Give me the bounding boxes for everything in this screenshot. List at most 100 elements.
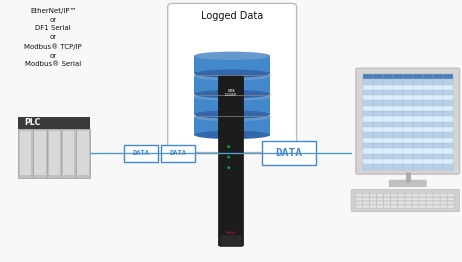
FancyBboxPatch shape bbox=[363, 205, 370, 209]
FancyBboxPatch shape bbox=[194, 56, 270, 74]
FancyBboxPatch shape bbox=[398, 197, 405, 201]
FancyBboxPatch shape bbox=[262, 141, 316, 165]
FancyBboxPatch shape bbox=[440, 197, 447, 201]
Ellipse shape bbox=[194, 113, 270, 121]
FancyBboxPatch shape bbox=[363, 143, 453, 148]
FancyBboxPatch shape bbox=[391, 201, 398, 205]
FancyBboxPatch shape bbox=[447, 193, 454, 197]
Ellipse shape bbox=[194, 69, 270, 78]
FancyBboxPatch shape bbox=[384, 197, 391, 201]
FancyBboxPatch shape bbox=[356, 197, 363, 201]
FancyBboxPatch shape bbox=[194, 97, 270, 114]
FancyBboxPatch shape bbox=[389, 180, 427, 187]
FancyBboxPatch shape bbox=[363, 74, 453, 170]
FancyBboxPatch shape bbox=[49, 131, 60, 175]
FancyBboxPatch shape bbox=[161, 145, 195, 162]
FancyBboxPatch shape bbox=[447, 201, 454, 205]
FancyBboxPatch shape bbox=[194, 117, 270, 135]
FancyBboxPatch shape bbox=[18, 129, 90, 178]
FancyBboxPatch shape bbox=[363, 122, 453, 127]
FancyBboxPatch shape bbox=[194, 76, 270, 94]
FancyBboxPatch shape bbox=[34, 131, 46, 175]
FancyBboxPatch shape bbox=[219, 76, 243, 246]
FancyBboxPatch shape bbox=[363, 90, 453, 95]
FancyBboxPatch shape bbox=[363, 100, 453, 106]
FancyBboxPatch shape bbox=[363, 111, 453, 116]
FancyBboxPatch shape bbox=[351, 189, 460, 212]
FancyBboxPatch shape bbox=[363, 74, 453, 79]
FancyBboxPatch shape bbox=[363, 79, 453, 85]
FancyBboxPatch shape bbox=[363, 85, 453, 90]
FancyBboxPatch shape bbox=[405, 205, 412, 209]
Ellipse shape bbox=[227, 145, 230, 148]
FancyBboxPatch shape bbox=[377, 201, 384, 205]
FancyBboxPatch shape bbox=[433, 201, 440, 205]
FancyBboxPatch shape bbox=[363, 201, 370, 205]
FancyBboxPatch shape bbox=[377, 197, 384, 201]
FancyBboxPatch shape bbox=[440, 193, 447, 197]
FancyBboxPatch shape bbox=[440, 201, 447, 205]
FancyBboxPatch shape bbox=[377, 205, 384, 209]
FancyBboxPatch shape bbox=[433, 197, 440, 201]
FancyBboxPatch shape bbox=[405, 193, 412, 197]
FancyBboxPatch shape bbox=[384, 201, 391, 205]
Text: DATA: DATA bbox=[275, 148, 302, 158]
FancyBboxPatch shape bbox=[412, 205, 419, 209]
FancyBboxPatch shape bbox=[419, 197, 426, 201]
FancyBboxPatch shape bbox=[63, 131, 74, 175]
FancyBboxPatch shape bbox=[419, 201, 426, 205]
FancyBboxPatch shape bbox=[370, 201, 377, 205]
FancyBboxPatch shape bbox=[419, 205, 426, 209]
FancyBboxPatch shape bbox=[412, 197, 419, 201]
FancyBboxPatch shape bbox=[363, 159, 453, 164]
Text: EtherNet/IP™
or
DF1 Serial
or
Modbus® TCP/IP
or
Modbus® Serial: EtherNet/IP™ or DF1 Serial or Modbus® TC… bbox=[24, 8, 82, 67]
Ellipse shape bbox=[227, 166, 230, 169]
FancyBboxPatch shape bbox=[124, 145, 158, 162]
Ellipse shape bbox=[194, 90, 270, 98]
FancyBboxPatch shape bbox=[363, 106, 453, 111]
FancyBboxPatch shape bbox=[405, 201, 412, 205]
FancyBboxPatch shape bbox=[419, 193, 426, 197]
Text: DATA
LOGGER: DATA LOGGER bbox=[225, 89, 237, 97]
FancyBboxPatch shape bbox=[384, 193, 391, 197]
Ellipse shape bbox=[194, 92, 270, 101]
FancyBboxPatch shape bbox=[391, 193, 398, 197]
FancyBboxPatch shape bbox=[363, 154, 453, 159]
FancyBboxPatch shape bbox=[370, 197, 377, 201]
FancyBboxPatch shape bbox=[391, 197, 398, 201]
Ellipse shape bbox=[194, 72, 270, 80]
FancyBboxPatch shape bbox=[370, 193, 377, 197]
Ellipse shape bbox=[194, 110, 270, 119]
FancyBboxPatch shape bbox=[405, 197, 412, 201]
FancyBboxPatch shape bbox=[370, 205, 377, 209]
FancyBboxPatch shape bbox=[356, 68, 460, 174]
FancyBboxPatch shape bbox=[426, 205, 433, 209]
FancyBboxPatch shape bbox=[20, 131, 31, 175]
FancyBboxPatch shape bbox=[377, 193, 384, 197]
FancyBboxPatch shape bbox=[433, 205, 440, 209]
FancyBboxPatch shape bbox=[356, 201, 363, 205]
Text: ProSoft: ProSoft bbox=[226, 231, 236, 235]
FancyBboxPatch shape bbox=[426, 197, 433, 201]
Text: Logged Data: Logged Data bbox=[201, 11, 263, 21]
FancyBboxPatch shape bbox=[447, 205, 454, 209]
FancyBboxPatch shape bbox=[77, 131, 89, 175]
Ellipse shape bbox=[194, 52, 270, 60]
Text: DATA: DATA bbox=[170, 150, 186, 156]
FancyBboxPatch shape bbox=[426, 201, 433, 205]
Ellipse shape bbox=[194, 131, 270, 139]
Text: DATA: DATA bbox=[133, 150, 149, 156]
FancyBboxPatch shape bbox=[398, 193, 405, 197]
FancyBboxPatch shape bbox=[168, 3, 297, 152]
FancyBboxPatch shape bbox=[412, 201, 419, 205]
Ellipse shape bbox=[227, 156, 230, 159]
FancyBboxPatch shape bbox=[398, 201, 405, 205]
Text: PLC: PLC bbox=[24, 118, 40, 127]
FancyBboxPatch shape bbox=[363, 116, 453, 122]
FancyBboxPatch shape bbox=[363, 132, 453, 138]
FancyBboxPatch shape bbox=[18, 117, 90, 129]
FancyBboxPatch shape bbox=[363, 193, 370, 197]
FancyBboxPatch shape bbox=[363, 127, 453, 132]
FancyBboxPatch shape bbox=[412, 193, 419, 197]
FancyBboxPatch shape bbox=[356, 193, 363, 197]
